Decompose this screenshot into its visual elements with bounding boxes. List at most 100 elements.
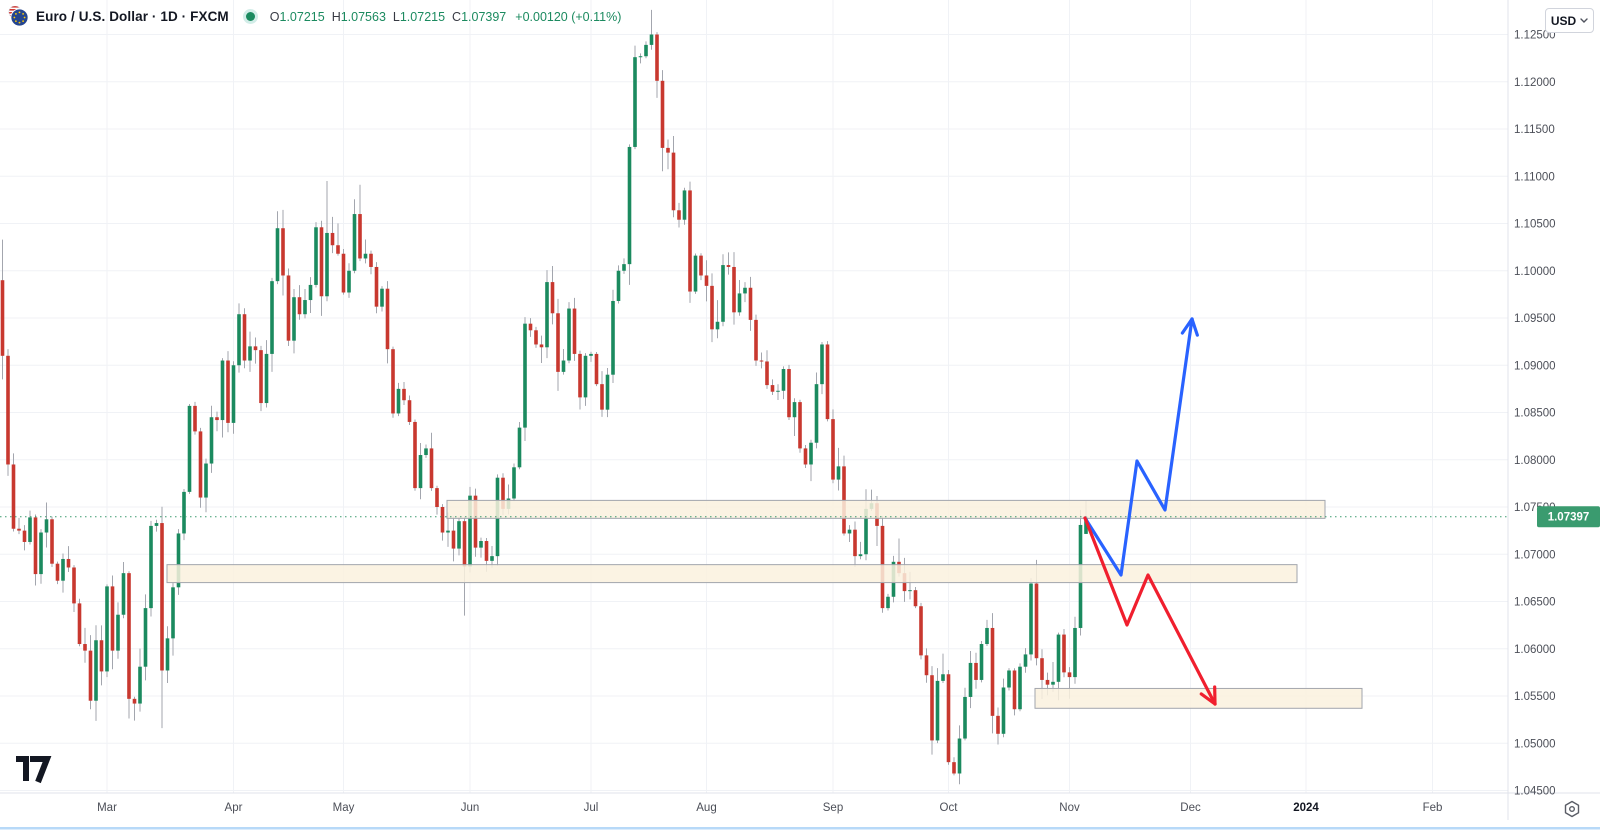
candle-down xyxy=(17,528,21,531)
candle-up xyxy=(605,374,610,410)
candle-up xyxy=(583,355,588,398)
time-axis[interactable]: Mar Apr May Jun Jul Aug Sep Oct Nov Dec 2024 Feb xyxy=(97,802,1442,814)
candle-down xyxy=(798,402,802,449)
candle-down xyxy=(319,227,324,297)
candle-down xyxy=(132,698,137,704)
candle-up xyxy=(105,586,109,672)
demand-zone-middle[interactable] xyxy=(166,564,1298,584)
chart-header: Euro / U.S. Dollar · 1D · FXCM O1.07215 … xyxy=(8,6,621,27)
candle-up xyxy=(457,521,461,549)
candle-down xyxy=(127,573,131,699)
candle-up xyxy=(1029,583,1033,655)
tradingview-logo[interactable] xyxy=(16,756,52,784)
price-tick-label: 1.07000 xyxy=(1514,549,1556,561)
price-tick-label: 1.10500 xyxy=(1514,219,1556,231)
candle-down xyxy=(996,715,1000,734)
supply-zone-upper[interactable] xyxy=(446,499,1326,519)
time-tick-label: Aug xyxy=(696,802,716,814)
candle-up xyxy=(792,402,797,418)
currency-toggle-button[interactable]: USD xyxy=(1545,8,1594,33)
ohlc-readout: O1.07215 H1.07563 L1.07215 C1.07397 +0.0… xyxy=(270,10,622,24)
candle-down xyxy=(732,266,736,313)
candle-up xyxy=(149,525,153,609)
candle-up xyxy=(847,529,852,534)
candle-up xyxy=(633,57,637,147)
price-tick-label: 1.05000 xyxy=(1514,738,1556,750)
candle-down xyxy=(297,297,302,315)
candle-up xyxy=(1007,670,1011,688)
price-axis[interactable]: 1.12500 1.12000 1.11500 1.11000 1.10500 1.100… xyxy=(1514,30,1556,798)
price-tick-label: 1.09000 xyxy=(1514,360,1556,372)
grid xyxy=(0,0,1508,793)
candle-down xyxy=(11,464,16,529)
time-tick-label: Jul xyxy=(584,802,599,814)
candle-down xyxy=(913,590,918,607)
candle-down xyxy=(759,360,764,362)
candle-down xyxy=(286,275,291,341)
market-status-icon[interactable] xyxy=(245,12,255,21)
candle-down xyxy=(924,655,929,676)
candle-up xyxy=(94,640,98,701)
candle-up xyxy=(743,287,747,294)
candle-down xyxy=(50,519,54,564)
candle-up xyxy=(721,265,725,322)
candle-up xyxy=(182,491,186,534)
candle-down xyxy=(853,529,857,557)
last-price-badge-text: 1.07397 xyxy=(1548,512,1590,524)
time-tick-label: Apr xyxy=(225,802,243,814)
candle-up xyxy=(908,590,912,592)
candle-up xyxy=(237,314,241,366)
candle-up xyxy=(264,353,269,404)
close-value: 1.07397 xyxy=(461,9,507,24)
candle-up xyxy=(143,608,148,667)
candle-down xyxy=(1067,672,1072,678)
candle-up xyxy=(941,674,945,681)
candle-down xyxy=(473,495,478,548)
candle-down xyxy=(215,417,219,421)
candle-down xyxy=(825,344,830,420)
candle-down xyxy=(226,360,230,423)
candle-down xyxy=(671,152,676,211)
candle-up xyxy=(715,321,720,330)
candle-up xyxy=(248,346,252,361)
candle-up xyxy=(116,614,120,651)
price-tick-label: 1.11500 xyxy=(1514,124,1555,136)
candle-down xyxy=(688,190,692,292)
candle-down xyxy=(451,530,456,549)
candle-down xyxy=(572,308,577,354)
candle-up xyxy=(644,44,648,57)
candle-up xyxy=(627,146,632,265)
candle-up xyxy=(61,558,65,581)
candle-up xyxy=(352,214,357,271)
candle-down xyxy=(699,255,703,276)
chevron-down-icon xyxy=(1580,18,1588,23)
open-label: O xyxy=(269,9,280,24)
candle-up xyxy=(886,596,890,609)
candle-up xyxy=(347,270,351,293)
candlestick-series xyxy=(0,9,1088,785)
demand-zone-lower[interactable] xyxy=(1034,687,1363,709)
price-tick-label: 1.11000 xyxy=(1514,171,1555,183)
bearish-projection-arrow[interactable] xyxy=(1083,516,1217,706)
candle-down xyxy=(341,253,346,293)
candle-up xyxy=(611,300,615,375)
candle-up xyxy=(957,738,962,774)
low-value: 1.07215 xyxy=(399,9,446,24)
candle-down xyxy=(787,369,791,418)
price-tick-label: 1.08500 xyxy=(1514,408,1556,420)
candle-down xyxy=(600,384,604,410)
candle-down xyxy=(413,421,417,489)
candle-down xyxy=(770,385,775,392)
candle-down xyxy=(655,34,659,81)
candle-up xyxy=(809,442,813,465)
candle-up xyxy=(963,696,967,739)
candle-up xyxy=(1051,681,1055,685)
gear-icon[interactable] xyxy=(1564,800,1580,818)
bullish-projection-arrow[interactable] xyxy=(1083,317,1199,577)
candle-up xyxy=(275,228,280,282)
candle-up xyxy=(363,253,368,259)
symbol-title[interactable]: Euro / U.S. Dollar · 1D · FXCM xyxy=(36,9,229,24)
candle-up xyxy=(204,463,208,498)
change-value: +0.00120 (+0.11%) xyxy=(515,9,622,24)
